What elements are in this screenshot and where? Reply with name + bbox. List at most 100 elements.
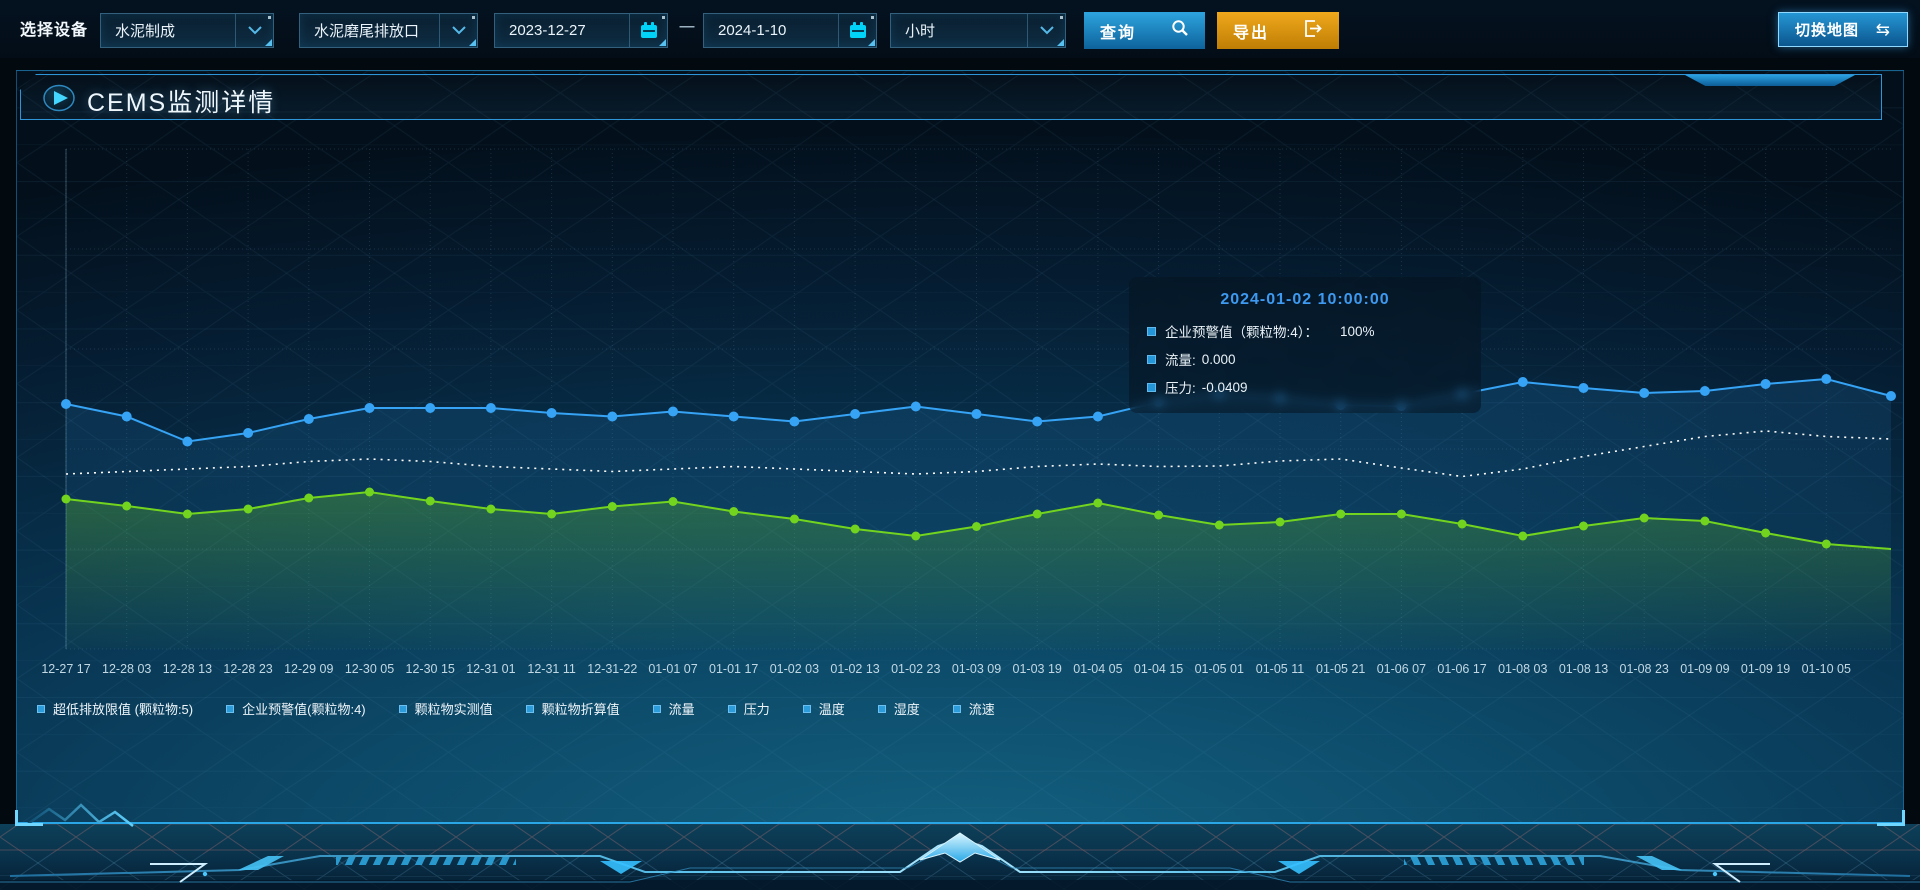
tooltip-series-value: 0.000 bbox=[1201, 351, 1236, 367]
x-axis-tick-label: 01-08 13 bbox=[1559, 662, 1608, 676]
device-select-value: 水泥制成 bbox=[115, 23, 176, 40]
legend-item-label: 颗粒物实测值 bbox=[414, 702, 493, 717]
calendar-icon[interactable] bbox=[629, 14, 667, 47]
tooltip-series-label: 流量: bbox=[1165, 353, 1196, 368]
tooltip-timestamp: 2024-01-02 10:00:00 bbox=[1220, 291, 1390, 308]
export-button[interactable]: 导出 bbox=[1217, 12, 1339, 49]
tooltip-row: 流量: 0.000 bbox=[1147, 349, 1463, 369]
start-date-value: 2023-12-27 bbox=[509, 22, 586, 39]
legend-item[interactable]: 流量 bbox=[652, 699, 695, 718]
x-axis-tick-label: 01-04 15 bbox=[1134, 662, 1183, 676]
export-icon bbox=[1304, 19, 1323, 42]
end-date-input[interactable]: 2024-1-10 bbox=[703, 13, 877, 48]
x-axis-tick-label: 01-05 01 bbox=[1195, 662, 1244, 676]
x-axis-tick-label: 01-06 17 bbox=[1437, 662, 1486, 676]
panel-header: CEMS监测详情 bbox=[20, 74, 1882, 120]
interval-select-value: 小时 bbox=[905, 23, 936, 40]
x-axis-tick-label: 12-31-22 bbox=[587, 662, 637, 676]
legend-item-label: 温度 bbox=[818, 702, 845, 717]
tooltip-series-marker bbox=[1147, 354, 1156, 364]
legend-item[interactable]: 湿度 bbox=[877, 699, 920, 718]
end-date-value: 2024-1-10 bbox=[718, 22, 787, 39]
panel-corner-bracket bbox=[15, 810, 43, 826]
tooltip-row: 压力: -0.0409 bbox=[1147, 377, 1463, 397]
calendar-icon[interactable] bbox=[838, 14, 876, 47]
legend-marker bbox=[398, 704, 407, 713]
legend-marker bbox=[525, 704, 534, 713]
start-date-input[interactable]: 2023-12-27 bbox=[494, 13, 668, 48]
x-axis-labels: 12-27 17 12-28 03 12-28 13 12-28 23 12-29 09… bbox=[41, 662, 1851, 676]
legend-marker bbox=[877, 704, 886, 713]
legend-item[interactable]: 超低排放限值 (颗粒物:5) bbox=[37, 699, 193, 718]
x-axis-tick-label: 01-01 17 bbox=[709, 662, 758, 676]
x-axis-tick-label: 01-02 03 bbox=[770, 662, 819, 676]
x-axis-tick-label: 12-27 17 bbox=[41, 662, 90, 676]
chevron-down-icon[interactable] bbox=[235, 14, 273, 47]
cems-panel: CEMS监测详情 12-27 17 12-28 03 12-28 13 12-28 2… bbox=[15, 70, 1905, 828]
legend-item-label: 流速 bbox=[968, 702, 995, 717]
x-axis-tick-label: 01-05 11 bbox=[1256, 662, 1304, 676]
x-axis-tick-label: 01-05 21 bbox=[1316, 662, 1365, 676]
tooltip-series-marker bbox=[1147, 326, 1156, 336]
bottom-tech-border bbox=[0, 824, 1920, 890]
x-axis-tick-label: 12-29 09 bbox=[284, 662, 333, 676]
legend-item-label: 流量 bbox=[668, 702, 695, 717]
device-select[interactable]: 水泥制成 bbox=[100, 13, 274, 48]
x-axis-tick-label: 12-31 11 bbox=[527, 662, 575, 676]
x-axis-tick-label: 01-04 05 bbox=[1073, 662, 1122, 676]
x-axis-tick-label: 12-28 03 bbox=[102, 662, 151, 676]
legend-marker bbox=[652, 704, 661, 713]
outlet-select-value: 水泥磨尾排放口 bbox=[314, 23, 420, 40]
x-axis-tick-label: 01-10 05 bbox=[1802, 662, 1851, 676]
legend-item-label: 颗粒物折算值 bbox=[541, 702, 620, 717]
legend-marker bbox=[226, 704, 235, 713]
legend-marker bbox=[952, 704, 961, 713]
legend-item-label: 压力 bbox=[743, 702, 770, 717]
x-axis-tick-label: 12-28 13 bbox=[163, 662, 212, 676]
swap-arrows-icon: ⇆ bbox=[1875, 19, 1891, 39]
switch-map-button[interactable]: 切换地图 ⇆ bbox=[1778, 12, 1908, 47]
legend-marker bbox=[37, 704, 45, 713]
interval-select[interactable]: 小时 bbox=[890, 13, 1066, 48]
legend-item[interactable]: 颗粒物实测值 bbox=[398, 699, 493, 718]
legend-item[interactable]: 企业预警值(颗粒物:4) bbox=[226, 699, 366, 718]
x-axis-tick-label: 01-03 09 bbox=[952, 662, 1001, 676]
panel-corner-bracket bbox=[1877, 810, 1905, 826]
chevron-down-icon[interactable] bbox=[1027, 14, 1065, 47]
legend-marker bbox=[727, 704, 736, 713]
switch-map-label: 切换地图 bbox=[1795, 22, 1860, 39]
x-axis-tick-label: 01-01 07 bbox=[648, 662, 697, 676]
legend-item[interactable]: 温度 bbox=[802, 699, 845, 718]
export-button-label: 导出 bbox=[1233, 24, 1270, 42]
search-icon bbox=[1171, 19, 1189, 42]
tooltip-series-value: 100% bbox=[1340, 323, 1375, 339]
toolbar: 选择设备 水泥制成 水泥磨尾排放口 2023-12-27 — 2024-1-10 bbox=[0, 0, 1920, 58]
header-notch-decoration bbox=[1685, 75, 1855, 86]
x-axis-tick-label: 01-02 23 bbox=[891, 662, 940, 676]
tooltip-row: 企业预警值（颗粒物:4）： 100% bbox=[1147, 321, 1463, 341]
x-axis-tick-label: 12-28 23 bbox=[223, 662, 272, 676]
x-axis-tick-label: 01-08 23 bbox=[1620, 662, 1669, 676]
play-icon bbox=[41, 83, 77, 118]
tooltip-series-value: -0.0409 bbox=[1201, 379, 1248, 395]
chart-tooltip: 2024-01-02 10:00:00 企业预警值（颗粒物:4）： 100% 流量:… bbox=[1129, 277, 1481, 413]
legend-item-label: 超低排放限值 (颗粒物:5) bbox=[53, 702, 194, 717]
query-button-label: 查询 bbox=[1100, 24, 1137, 42]
tooltip-series-marker bbox=[1147, 382, 1156, 392]
query-button[interactable]: 查询 bbox=[1084, 12, 1205, 49]
outlet-select[interactable]: 水泥磨尾排放口 bbox=[299, 13, 478, 48]
x-axis-tick-label: 01-03 19 bbox=[1013, 662, 1062, 676]
x-axis-tick-label: 01-02 13 bbox=[830, 662, 879, 676]
chevron-down-icon[interactable] bbox=[439, 14, 477, 47]
header-hex-pattern bbox=[21, 75, 1881, 120]
panel-title: CEMS监测详情 bbox=[87, 89, 276, 117]
legend-item-label: 企业预警值(颗粒物:4) bbox=[242, 702, 366, 717]
x-axis-tick-label: 01-09 09 bbox=[1680, 662, 1729, 676]
x-axis-tick-label: 01-08 03 bbox=[1498, 662, 1547, 676]
device-select-label: 选择设备 bbox=[20, 22, 89, 39]
legend-item[interactable]: 颗粒物折算值 bbox=[525, 699, 620, 718]
tooltip-series-label: 压力: bbox=[1165, 381, 1196, 396]
legend-item[interactable]: 压力 bbox=[727, 699, 770, 718]
legend-item[interactable]: 流速 bbox=[952, 699, 995, 718]
legend-marker bbox=[802, 704, 811, 713]
